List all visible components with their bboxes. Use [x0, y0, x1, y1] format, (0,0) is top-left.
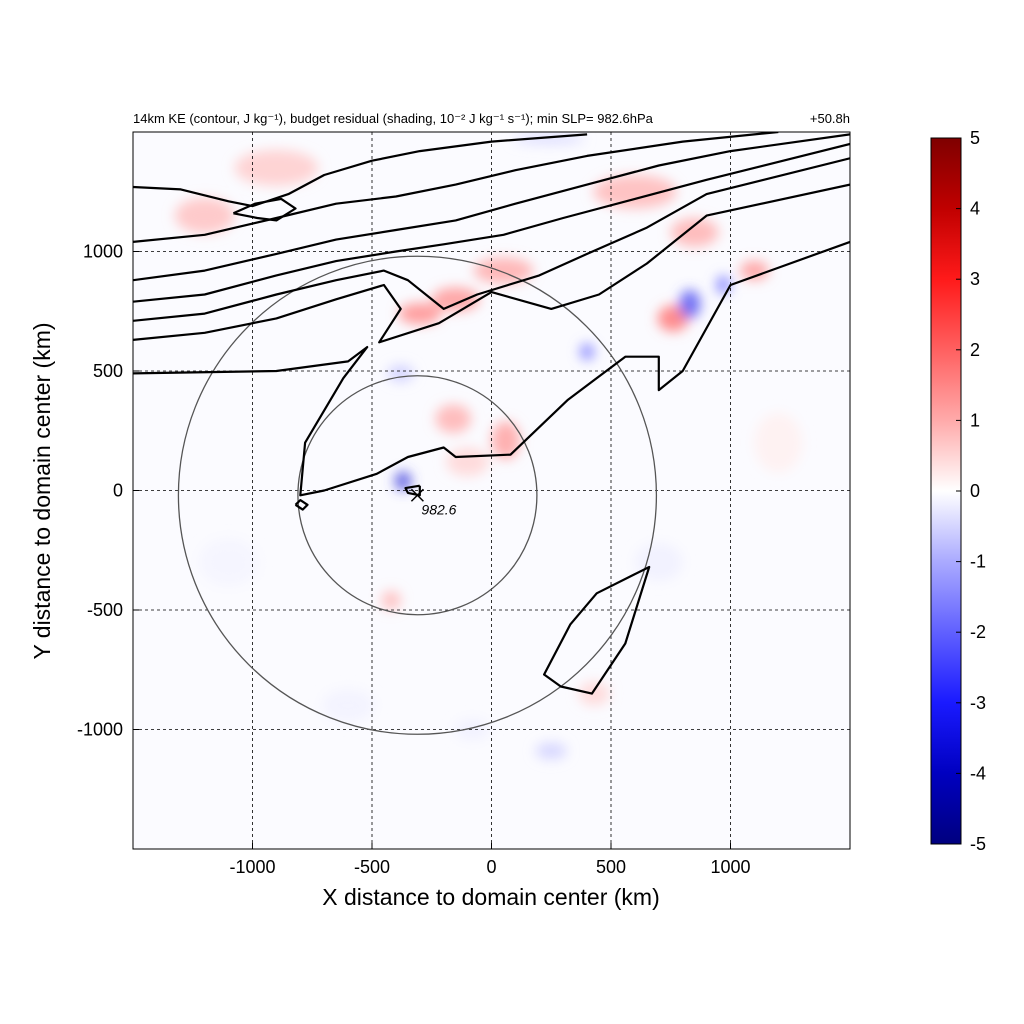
colorbar: 5 4 3 2 1 0 -1 -2 -3 -4 -5	[930, 128, 986, 854]
ke-contour	[543, 565, 651, 695]
y-axis-ticks: -1000 -500 0 500 1000	[77, 242, 139, 740]
residual-patch-14	[679, 289, 701, 319]
colorbar-tick-label: 5	[970, 128, 980, 148]
residual-patch-11	[740, 261, 769, 281]
ke-contour	[133, 132, 779, 243]
ke-contour	[294, 499, 309, 511]
x-axis-ticks: -1000 -500 0 500 1000	[229, 843, 751, 877]
residual-patch-8	[593, 175, 677, 209]
y-tick-label: -500	[87, 600, 123, 620]
residual-patch-24	[754, 412, 803, 473]
colorbar-tick-label: -1	[970, 552, 986, 572]
colorbar-tick-label: 0	[970, 481, 980, 501]
ke-contour	[133, 142, 850, 303]
colorbar-tick-label: 4	[970, 199, 980, 219]
residual-patch-1	[234, 149, 319, 186]
colorbar-tick-label: 3	[970, 269, 980, 289]
storm-center: 982.6	[410, 488, 457, 517]
residual-patch-3	[431, 287, 480, 312]
forecast-time-label: +50.8h	[810, 111, 850, 126]
colorbar-tick-label: -2	[970, 622, 986, 642]
residual-patch-9	[670, 218, 719, 247]
plot-area: 982.6	[132, 131, 851, 850]
residual-patch-6	[491, 421, 521, 460]
y-tick-label: 500	[93, 361, 123, 381]
ke-contour	[133, 133, 850, 282]
chart-title: 14km KE (contour, J kg⁻¹), budget residu…	[133, 111, 654, 126]
colorbar-ticks: 5 4 3 2 1 0 -1 -2 -3 -4 -5	[956, 128, 986, 854]
colorbar-tick-label: 1	[970, 410, 980, 430]
plot-background	[133, 132, 850, 849]
x-axis-label: X distance to domain center (km)	[322, 884, 659, 910]
colorbar-tick-label: -3	[970, 693, 986, 713]
y-tick-label: 0	[113, 481, 123, 501]
residual-patch-17	[579, 343, 595, 361]
x-tick-label: 500	[596, 857, 626, 877]
x-tick-label: -1000	[229, 857, 275, 877]
residual-patch-21	[454, 718, 491, 741]
y-tick-label: 1000	[83, 242, 123, 262]
residual-patch-23	[321, 688, 375, 723]
ke-contour	[232, 197, 297, 222]
residual-patch-4	[473, 257, 534, 284]
min-slp-label: 982.6	[421, 501, 456, 517]
x-tick-label: -500	[354, 857, 390, 877]
ke-contours	[133, 132, 850, 695]
ke-contour	[133, 133, 588, 208]
residual-patch-20	[535, 742, 567, 760]
residual-patch-13	[578, 681, 610, 706]
range-ring	[177, 255, 658, 735]
residual-patch-5	[435, 404, 472, 434]
ke-contour	[133, 183, 850, 344]
residual-patch-15	[716, 275, 731, 295]
residual-patch-16	[394, 471, 412, 491]
x-tick-label: 1000	[710, 857, 750, 877]
range-ring	[297, 375, 538, 616]
residual-patch-25	[198, 538, 259, 587]
y-axis-label: Y distance to domain center (km)	[29, 322, 55, 659]
ke-contour	[133, 240, 850, 497]
residual-patch-2	[398, 302, 442, 325]
y-tick-label: -1000	[77, 720, 123, 740]
colorbar-tick-label: -4	[970, 763, 986, 783]
x-tick-label: 0	[486, 857, 496, 877]
ke-contour	[133, 157, 850, 322]
colorbar-tick-label: 2	[970, 340, 980, 360]
range-rings	[177, 255, 658, 735]
storm-center-x-mark	[410, 488, 424, 502]
colorbar-tick-label: -5	[970, 834, 986, 854]
residual-patch-7	[446, 447, 490, 477]
residual-patch-12	[381, 590, 401, 610]
residual-patch-0	[174, 197, 235, 234]
